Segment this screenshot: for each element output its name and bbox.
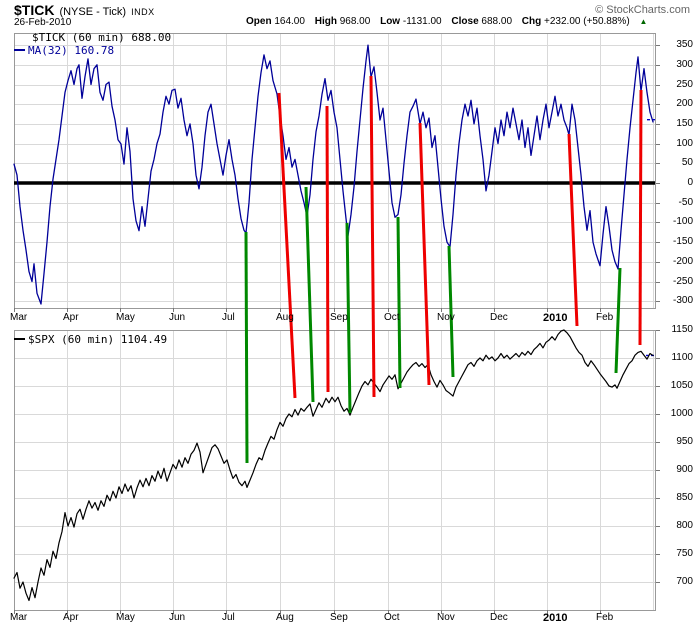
close-label: Close [451, 16, 479, 27]
spx-y-axis-label: 900 [676, 464, 693, 475]
bearish-divergence-line [567, 133, 579, 327]
month-label-bottom: Sep [330, 612, 348, 623]
month-label-bottom: 2010 [543, 612, 568, 624]
month-label-mid: Mar [10, 312, 28, 323]
tick-y-axis-label: -100 [672, 216, 693, 227]
bearish-divergence-line [418, 122, 431, 386]
month-label-mid: Aug [276, 312, 294, 323]
bearish-divergence-line [277, 92, 297, 399]
up-arrow-icon: ▲ [639, 17, 648, 26]
spx-y-axis-label: 1100 [671, 352, 693, 363]
chart-title-row: $TICK (NYSE - Tick) INDX [14, 2, 155, 20]
month-label-bottom: Aug [276, 612, 294, 623]
chg-label: Chg [521, 16, 542, 27]
spx-y-axis-label: 700 [676, 576, 693, 587]
month-label-bottom: Nov [437, 612, 455, 623]
month-label-mid: Feb [596, 312, 614, 323]
month-label-bottom: Mar [10, 612, 28, 623]
tick-y-axis-label: 250 [676, 79, 693, 90]
chart-date: 26-Feb-2010 [14, 17, 72, 28]
month-label-mid: May [116, 312, 135, 323]
spx-y-axis-label: 950 [676, 436, 693, 447]
high-value: 968.00 [339, 16, 371, 27]
spx-y-axis-label: 1050 [670, 380, 693, 391]
month-label-mid: Jun [169, 312, 186, 323]
tick-y-axis-label: 50 [681, 157, 693, 168]
ma-line-swatch-icon [14, 49, 25, 51]
tick-y-axis-label: 0 [687, 177, 693, 188]
open-value: 164.00 [274, 16, 305, 27]
tick-ma32-line [13, 44, 654, 305]
tick-y-axis-label: 300 [676, 59, 693, 70]
ohlc-quote-row: Open 164.00 High 968.00 Low -1131.00 Clo… [246, 16, 647, 27]
spx-line-swatch-icon [14, 338, 25, 340]
month-label-mid: Sep [330, 312, 348, 323]
spx-legend-text: $SPX (60 min) 1104.49 [28, 333, 168, 346]
month-label-mid: Jul [222, 312, 235, 323]
month-label-mid: Dec [490, 312, 508, 323]
tick-y-axis-label: 200 [676, 98, 693, 109]
month-label-bottom: May [116, 612, 135, 623]
spx-y-axis-label: 1000 [670, 408, 693, 419]
month-label-bottom: Dec [490, 612, 508, 623]
month-label-mid: Nov [437, 312, 455, 323]
low-value: -1131.00 [402, 16, 442, 27]
spx-y-axis-label: 800 [676, 520, 693, 531]
tick-y-axis-label: -200 [672, 256, 693, 267]
month-label-bottom: Jul [222, 612, 235, 623]
bullish-divergence-line [244, 231, 249, 464]
security-type-label: INDX [131, 7, 155, 17]
tick-y-axis-label: -300 [672, 295, 693, 306]
bullish-divergence-line [345, 222, 352, 414]
month-label-bottom: Oct [384, 612, 400, 623]
tick-y-axis-label: -150 [672, 236, 693, 247]
tick-y-axis-label: 350 [676, 39, 693, 50]
month-label-mid: Oct [384, 312, 400, 323]
bullish-divergence-line [614, 267, 622, 374]
chg-value: +232.00 (+50.88%) [544, 16, 630, 27]
month-label-mid: Apr [63, 312, 79, 323]
low-label: Low [380, 16, 401, 27]
month-label-bottom: Feb [596, 612, 614, 623]
bearish-divergence-line [638, 89, 643, 346]
spx-price-line [13, 329, 654, 602]
tick-y-axis-label: 100 [676, 138, 693, 149]
month-label-mid: 2010 [543, 312, 568, 324]
open-label: Open [246, 16, 272, 27]
bearish-divergence-line [369, 75, 376, 398]
symbol-title: $TICK [14, 2, 55, 18]
spx-y-axis-label: 850 [676, 492, 693, 503]
ma-legend-text: MA(32) 160.78 [28, 44, 115, 57]
bearish-divergence-line [325, 105, 330, 393]
tick-y-axis-label: -250 [672, 276, 693, 287]
bullish-divergence-line [396, 216, 402, 389]
stockcharts-copyright-link[interactable]: © StockCharts.com [595, 4, 690, 16]
high-label: High [314, 16, 337, 27]
spx-y-axis-label: 1150 [671, 324, 693, 335]
bullish-divergence-line [447, 245, 455, 378]
month-label-bottom: Apr [63, 612, 79, 623]
tick-y-axis-label: -50 [678, 197, 693, 208]
tick-y-axis-label: 150 [676, 118, 693, 129]
exchange-label: (NYSE - Tick) [59, 6, 127, 18]
tick-panel-legend: $TICK (60 min) 688.00 [32, 31, 172, 44]
month-label-bottom: Jun [169, 612, 186, 623]
close-value: 688.00 [481, 16, 513, 27]
spx-panel-legend: $SPX (60 min) 1104.49 [14, 333, 167, 346]
spx-y-axis-label: 750 [676, 548, 693, 559]
tick-ma-legend: MA(32) 160.78 [14, 44, 114, 57]
bullish-divergence-line [304, 186, 315, 403]
